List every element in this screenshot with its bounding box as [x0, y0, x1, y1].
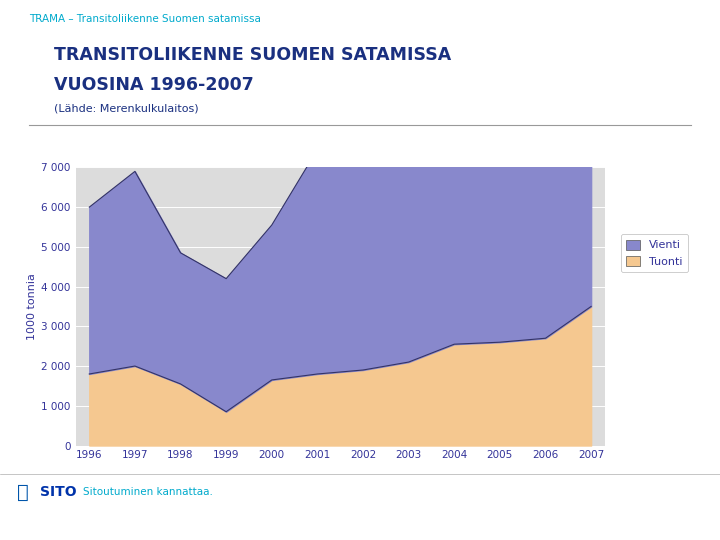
- Text: TRAMA – Transitoliikenne Suomen satamissa: TRAMA – Transitoliikenne Suomen satamiss…: [29, 14, 261, 24]
- Text: 6: 6: [695, 522, 702, 532]
- Text: TRANSITOLIIKENNE SUOMEN SATAMISSA: TRANSITOLIIKENNE SUOMEN SATAMISSA: [54, 46, 451, 64]
- Legend: Vienti, Tuonti: Vienti, Tuonti: [621, 234, 688, 272]
- Text: SITO: SITO: [40, 485, 76, 499]
- Text: VUOSINA 1996-2007: VUOSINA 1996-2007: [54, 76, 253, 93]
- Text: Ⓢ: Ⓢ: [17, 482, 29, 502]
- Text: (Lähde: Merenkulkulaitos): (Lähde: Merenkulkulaitos): [54, 104, 199, 114]
- Y-axis label: 1000 tonnia: 1000 tonnia: [27, 273, 37, 340]
- Text: Sitoutuminen kannattaa.: Sitoutuminen kannattaa.: [83, 487, 212, 497]
